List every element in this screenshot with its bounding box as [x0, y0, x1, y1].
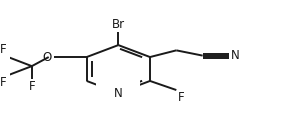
Text: F: F	[0, 43, 7, 56]
Text: F: F	[29, 80, 35, 93]
Text: F: F	[0, 76, 7, 89]
Text: N: N	[114, 87, 123, 100]
Text: O: O	[42, 51, 51, 63]
Text: Br: Br	[112, 18, 125, 31]
Text: F: F	[178, 91, 184, 104]
Text: N: N	[231, 49, 240, 62]
